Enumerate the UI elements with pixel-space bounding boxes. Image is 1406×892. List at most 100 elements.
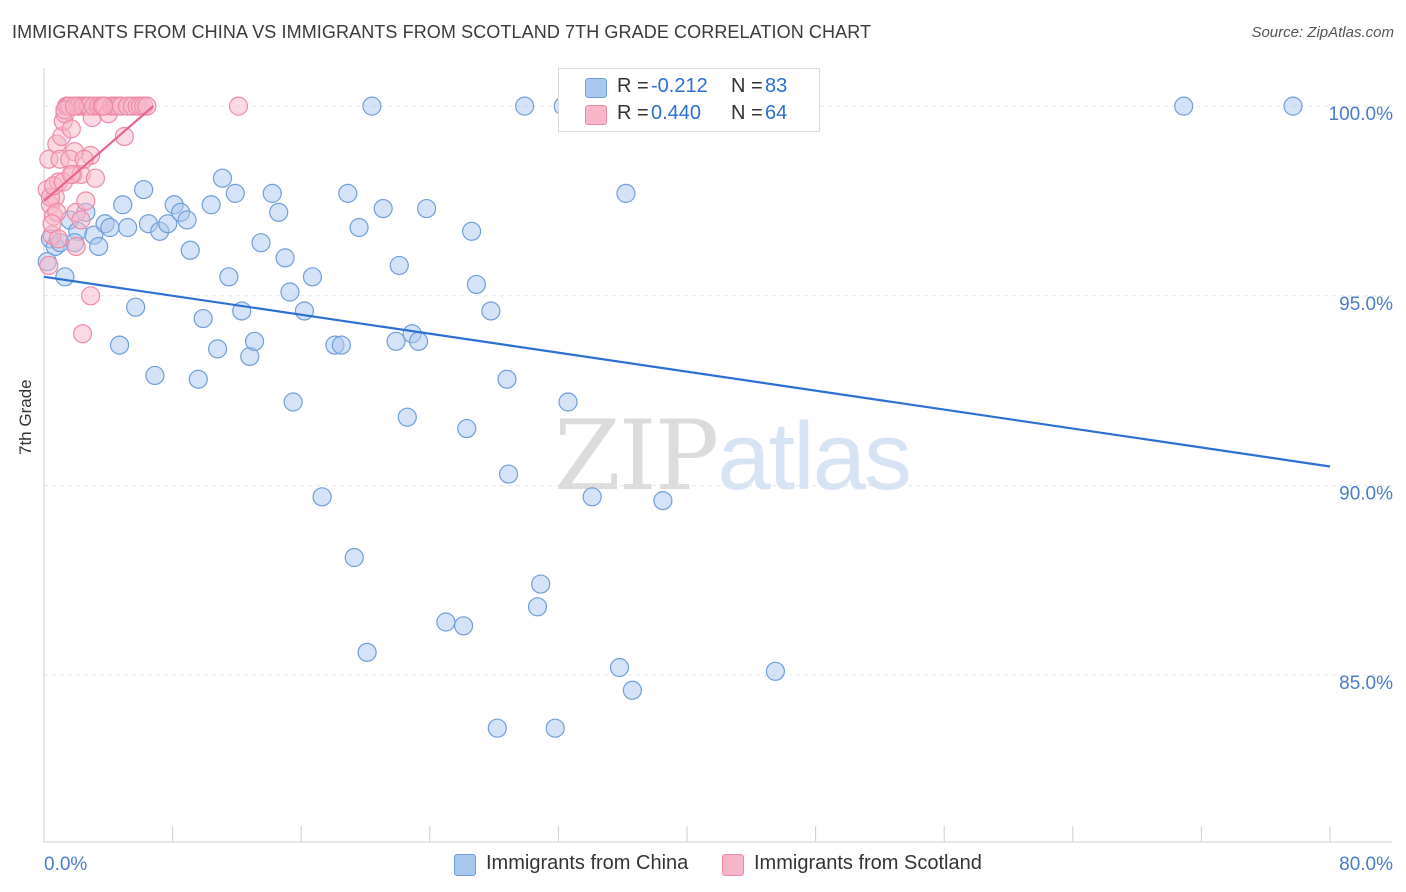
china-n-value: 83 [765, 75, 788, 97]
scotland-point [76, 191, 96, 211]
china-point [109, 335, 130, 355]
china-point [616, 183, 636, 203]
y-tick-label: 90.0% [1339, 483, 1393, 504]
y-tick-label: 100.0% [1329, 104, 1394, 125]
china-point [89, 236, 109, 257]
china-point [208, 339, 228, 359]
x-tick-label-max: 80.0% [1339, 854, 1393, 875]
china-point [312, 487, 332, 507]
china-point [1174, 96, 1194, 116]
legend-china-label: Immigrants from China [486, 852, 689, 874]
china-point [201, 195, 221, 215]
china-point [609, 657, 630, 678]
china-point [283, 392, 303, 412]
china-point [582, 487, 602, 507]
china-point [457, 418, 477, 439]
china-point [386, 331, 406, 351]
china-point [622, 680, 642, 700]
china-point [225, 183, 245, 203]
china-point [1283, 96, 1303, 116]
china-point [100, 217, 120, 238]
china-point [134, 179, 154, 200]
scotland-point [85, 168, 106, 188]
china-point [344, 547, 364, 568]
scotland-point [66, 236, 86, 257]
scotland-n-value: 64 [765, 102, 788, 124]
x-tick-label-min: 0.0% [44, 854, 87, 875]
china-point [280, 282, 300, 302]
china-point [362, 96, 382, 116]
china-point [453, 616, 474, 636]
china-point [331, 335, 351, 355]
china-point [408, 331, 429, 351]
china-point [389, 255, 409, 276]
china-point [558, 392, 578, 412]
scotland-point [39, 255, 59, 276]
china-point [461, 221, 482, 241]
china-r-value: -0.212 [651, 75, 708, 97]
legend-scotland-label: Immigrants from Scotland [754, 852, 982, 874]
scotland-point [64, 96, 85, 116]
china-point [188, 369, 208, 389]
chart-title: IMMIGRANTS FROM CHINA VS IMMIGRANTS FROM… [12, 22, 872, 42]
scotland-trend-line [43, 105, 155, 202]
legend-row-china: R = -0.212 N = 83 [559, 73, 819, 101]
china-point [527, 597, 548, 617]
china-point [251, 233, 271, 253]
source-credit: Source: ZipAtlas.com [1251, 24, 1394, 41]
stats-legend: R = -0.212 N = 83 R = 0.440 N = 64 [558, 68, 820, 132]
china-r-label: R = [617, 75, 649, 97]
china-point [302, 267, 323, 287]
scotland-point [72, 324, 93, 344]
china-point [275, 248, 295, 268]
china-point [531, 574, 551, 594]
scotland-r-label: R = [617, 102, 649, 124]
china-point [545, 718, 565, 738]
scotland-r-value: 0.440 [651, 102, 702, 124]
scotland-point [61, 164, 81, 185]
china-point [487, 718, 507, 738]
china-point [212, 168, 233, 188]
scotland-point [71, 210, 91, 230]
china-point [177, 210, 197, 230]
china-point [653, 491, 673, 511]
china-point [55, 267, 75, 287]
china-point [357, 642, 377, 662]
china-trend-line [43, 275, 1331, 468]
legend-row-scotland: R = 0.440 N = 64 [559, 100, 819, 128]
china-point [193, 308, 213, 329]
legend-scotland-swatch [722, 854, 744, 876]
scotland-point [61, 119, 81, 139]
china-point [113, 195, 133, 215]
china-point [481, 301, 501, 321]
watermark-zip: ZIP [554, 400, 719, 512]
scotland-point [137, 96, 157, 116]
china-point [497, 369, 517, 389]
scotland-point [114, 126, 134, 147]
china-point [515, 96, 535, 116]
china-point [219, 267, 239, 287]
china-point [338, 183, 358, 203]
scotland-n-label: N = [731, 102, 763, 124]
scotland-swatch [585, 105, 607, 125]
china-point [117, 217, 138, 238]
china-point [765, 661, 786, 681]
china-point [436, 612, 456, 632]
legend-china-swatch [454, 854, 476, 876]
scotland-point [228, 96, 249, 116]
scotland-point [81, 286, 101, 306]
y-tick-label: 95.0% [1339, 294, 1393, 315]
china-swatch [585, 78, 607, 98]
china-point [145, 365, 165, 386]
scotland-point [48, 229, 69, 249]
scotland-point [93, 96, 114, 116]
y-axis-title: 7th Grade [16, 379, 35, 455]
china-point [158, 214, 178, 234]
watermark: ZIPatlas [554, 400, 912, 512]
china-point [466, 274, 487, 295]
china-point [416, 198, 437, 219]
watermark-atlas: atlas [717, 403, 912, 510]
china-point [373, 198, 393, 219]
china-point [180, 240, 200, 260]
